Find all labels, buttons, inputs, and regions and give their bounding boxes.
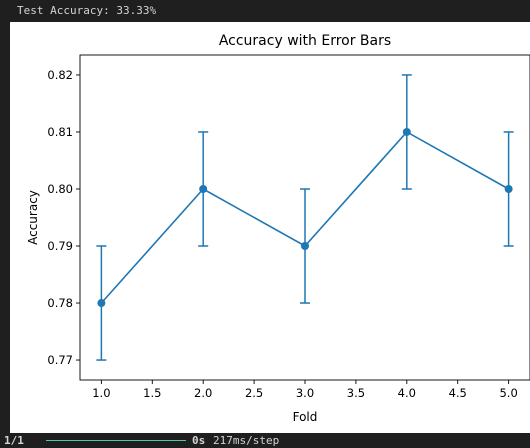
y-tick-label: 0.79 [47, 239, 73, 253]
x-tick-label: 4.5 [449, 386, 467, 400]
y-tick-label: 0.77 [47, 353, 73, 367]
data-point [97, 299, 106, 308]
y-tick-label: 0.80 [47, 182, 73, 196]
y-axis-label: Accuracy [26, 190, 40, 245]
x-tick-label: 5.0 [499, 386, 517, 400]
x-tick-label: 1.5 [143, 386, 161, 400]
data-point [504, 184, 513, 193]
y-tick-label: 0.82 [47, 68, 73, 82]
progress-time-bold: 0s [192, 434, 206, 447]
progress-step: 1/1 [4, 434, 24, 447]
progress-output: 1/1 0s 217ms/step [0, 433, 530, 448]
data-point [301, 242, 309, 251]
plot-frame: Accuracy with Error Bars 0.77 0.78 0.79 0.80… [10, 22, 530, 433]
y-tick-label: 0.78 [47, 296, 73, 310]
chart-title: Accuracy with Error Bars [219, 33, 391, 49]
x-tick-label: 3.0 [296, 386, 314, 400]
progress-time: 217ms/step [213, 434, 280, 447]
data-point [402, 127, 411, 136]
x-tick-label: 1.0 [92, 386, 110, 400]
data-point [199, 184, 208, 193]
x-tick-label: 3.5 [347, 386, 365, 400]
progress-bar [46, 440, 186, 441]
x-tick-label: 2.0 [194, 386, 212, 400]
x-tick-label: 4.0 [398, 386, 416, 400]
test-accuracy-output: Test Accuracy: 33.33% [0, 0, 530, 22]
accuracy-chart: Accuracy with Error Bars 0.77 0.78 0.79 0.80… [26, 33, 530, 424]
x-tick-label: 2.5 [245, 386, 263, 400]
x-axis-label: Fold [293, 410, 318, 424]
y-tick-label: 0.81 [47, 125, 73, 139]
